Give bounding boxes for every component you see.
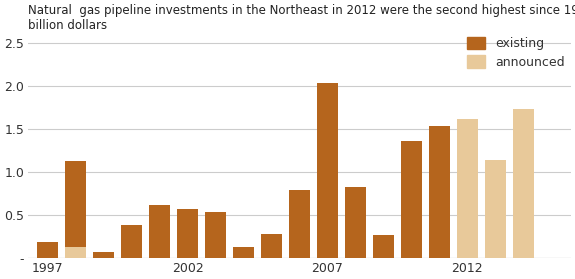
Legend: existing, announced: existing, announced [467,37,565,69]
Bar [345,187,366,258]
Bar [317,83,338,258]
Bar [485,160,506,258]
Bar [150,205,170,258]
Bar [401,141,422,258]
Bar [37,242,59,258]
Text: Natural  gas pipeline investments in the Northeast in 2012 were the second highe: Natural gas pipeline investments in the … [28,4,575,32]
Bar [177,209,198,258]
Bar [373,235,394,258]
Bar [93,252,114,258]
Bar [233,247,254,258]
Bar [289,190,310,258]
Bar [261,234,282,258]
Bar [66,247,86,258]
Bar [66,161,86,258]
Bar [457,119,478,258]
Bar [513,109,534,258]
Bar [121,225,142,258]
Bar [205,212,226,258]
Bar [429,126,450,258]
